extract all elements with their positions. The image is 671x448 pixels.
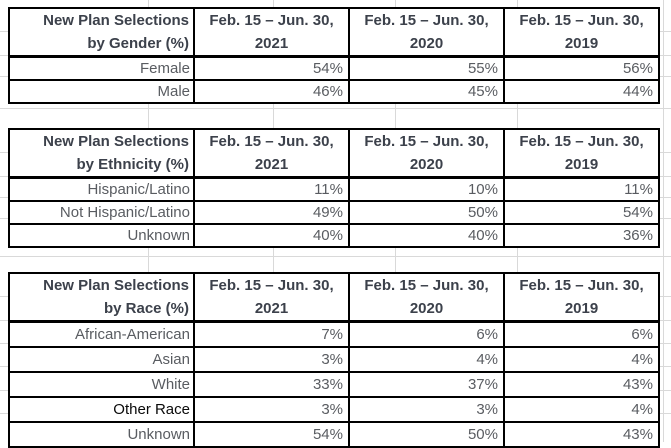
column-header-2021: Feb. 15 – Jun. 30, 2021 xyxy=(193,272,350,323)
value-cell: 3% xyxy=(193,396,350,423)
header-row: New Plan Selections by Race (%) Feb. 15 … xyxy=(8,272,660,323)
column-header-2020: Feb. 15 – Jun. 30, 2020 xyxy=(348,272,505,323)
value-cell: 11% xyxy=(503,176,660,202)
table-row: African-American 7% 6% 6% xyxy=(8,320,660,348)
value-cell: 3% xyxy=(193,346,350,373)
column-header-line1: Feb. 15 – Jun. 30, xyxy=(519,277,644,294)
table-row: Asian 3% 4% 4% xyxy=(8,346,660,373)
table-row: Male 46% 45% 44% xyxy=(8,79,660,104)
table-title: New Plan Selections by Race (%) xyxy=(8,272,195,323)
row-label: Not Hispanic/Latino xyxy=(8,200,195,225)
table-title: New Plan Selections by Gender (%) xyxy=(8,7,195,58)
column-header-2019: Feb. 15 – Jun. 30, 2019 xyxy=(503,272,660,323)
header-row: New Plan Selections by Ethnicity (%) Feb… xyxy=(8,128,660,179)
value-cell: 11% xyxy=(193,176,350,202)
value-cell: 44% xyxy=(503,79,660,104)
value-cell: 49% xyxy=(193,200,350,225)
column-header-line2: 2019 xyxy=(564,35,599,52)
value-cell: 50% xyxy=(348,200,505,225)
table-row: Not Hispanic/Latino 49% 50% 54% xyxy=(8,200,660,225)
column-header-2019: Feb. 15 – Jun. 30, 2019 xyxy=(503,128,660,179)
race-table: New Plan Selections by Race (%) Feb. 15 … xyxy=(8,272,660,448)
value-cell: 10% xyxy=(348,176,505,202)
value-cell: 46% xyxy=(193,79,350,104)
sheet-gridline-vertical xyxy=(663,0,664,442)
column-header-line1: Feb. 15 – Jun. 30, xyxy=(209,133,334,150)
ethnicity-table: New Plan Selections by Ethnicity (%) Feb… xyxy=(8,128,660,248)
column-header-2021: Feb. 15 – Jun. 30, 2021 xyxy=(193,7,350,58)
value-cell: 4% xyxy=(503,346,660,373)
table-title-line2: by Ethnicity (%) xyxy=(76,156,189,173)
value-cell: 54% xyxy=(193,55,350,81)
value-cell: 6% xyxy=(503,320,660,348)
value-cell: 50% xyxy=(348,421,505,448)
row-label: Female xyxy=(8,55,195,81)
table-title-line1: New Plan Selections xyxy=(43,12,189,29)
column-header-line2: 2019 xyxy=(564,156,599,173)
column-header-2020: Feb. 15 – Jun. 30, 2020 xyxy=(348,128,505,179)
column-header-line1: Feb. 15 – Jun. 30, xyxy=(364,277,489,294)
column-header-line2: 2020 xyxy=(409,35,444,52)
value-cell: 43% xyxy=(503,371,660,398)
row-label: Unknown xyxy=(8,421,195,448)
table-row: Other Race 3% 3% 4% xyxy=(8,396,660,423)
header-row: New Plan Selections by Gender (%) Feb. 1… xyxy=(8,7,660,58)
table-row: Hispanic/Latino 11% 10% 11% xyxy=(8,176,660,202)
row-label: Hispanic/Latino xyxy=(8,176,195,202)
column-header-line2: 2021 xyxy=(254,35,289,52)
table-row: Unknown 40% 40% 36% xyxy=(8,223,660,248)
value-cell: 40% xyxy=(193,223,350,248)
value-cell: 43% xyxy=(503,421,660,448)
sheet-gridline-horizontal xyxy=(0,108,671,109)
column-header-line2: 2019 xyxy=(564,300,599,317)
value-cell: 4% xyxy=(348,346,505,373)
column-header-line1: Feb. 15 – Jun. 30, xyxy=(209,277,334,294)
column-header-2021: Feb. 15 – Jun. 30, 2021 xyxy=(193,128,350,179)
column-header-line2: 2020 xyxy=(409,300,444,317)
column-header-line2: 2020 xyxy=(409,156,444,173)
table-title-line2: by Race (%) xyxy=(103,300,189,317)
table-row: Female 54% 55% 56% xyxy=(8,55,660,81)
row-label: White xyxy=(8,371,195,398)
value-cell: 40% xyxy=(348,223,505,248)
column-header-line2: 2021 xyxy=(254,156,289,173)
value-cell: 54% xyxy=(193,421,350,448)
column-header-line1: Feb. 15 – Jun. 30, xyxy=(519,133,644,150)
row-label: Male xyxy=(8,79,195,104)
sheet-gridline-horizontal xyxy=(0,256,671,257)
column-header-line1: Feb. 15 – Jun. 30, xyxy=(364,12,489,29)
value-cell: 54% xyxy=(503,200,660,225)
column-header-line1: Feb. 15 – Jun. 30, xyxy=(519,12,644,29)
table-title-line1: New Plan Selections xyxy=(43,277,189,294)
column-header-2020: Feb. 15 – Jun. 30, 2020 xyxy=(348,7,505,58)
table-row: Unknown 54% 50% 43% xyxy=(8,421,660,448)
table-title: New Plan Selections by Ethnicity (%) xyxy=(8,128,195,179)
row-label: African-American xyxy=(8,320,195,348)
value-cell: 36% xyxy=(503,223,660,248)
value-cell: 7% xyxy=(193,320,350,348)
column-header-line2: 2021 xyxy=(254,300,289,317)
value-cell: 6% xyxy=(348,320,505,348)
value-cell: 3% xyxy=(348,396,505,423)
column-header-line1: Feb. 15 – Jun. 30, xyxy=(364,133,489,150)
value-cell: 55% xyxy=(348,55,505,81)
column-header-line1: Feb. 15 – Jun. 30, xyxy=(209,12,334,29)
value-cell: 37% xyxy=(348,371,505,398)
value-cell: 4% xyxy=(503,396,660,423)
row-label: Unknown xyxy=(8,223,195,248)
row-label-emphasized: Other Race xyxy=(8,396,195,423)
table-title-line2: by Gender (%) xyxy=(87,35,189,52)
value-cell: 45% xyxy=(348,79,505,104)
row-label: Asian xyxy=(8,346,195,373)
gender-table: New Plan Selections by Gender (%) Feb. 1… xyxy=(8,7,660,104)
column-header-2019: Feb. 15 – Jun. 30, 2019 xyxy=(503,7,660,58)
table-row: White 33% 37% 43% xyxy=(8,371,660,398)
value-cell: 33% xyxy=(193,371,350,398)
table-title-line1: New Plan Selections xyxy=(43,133,189,150)
value-cell: 56% xyxy=(503,55,660,81)
